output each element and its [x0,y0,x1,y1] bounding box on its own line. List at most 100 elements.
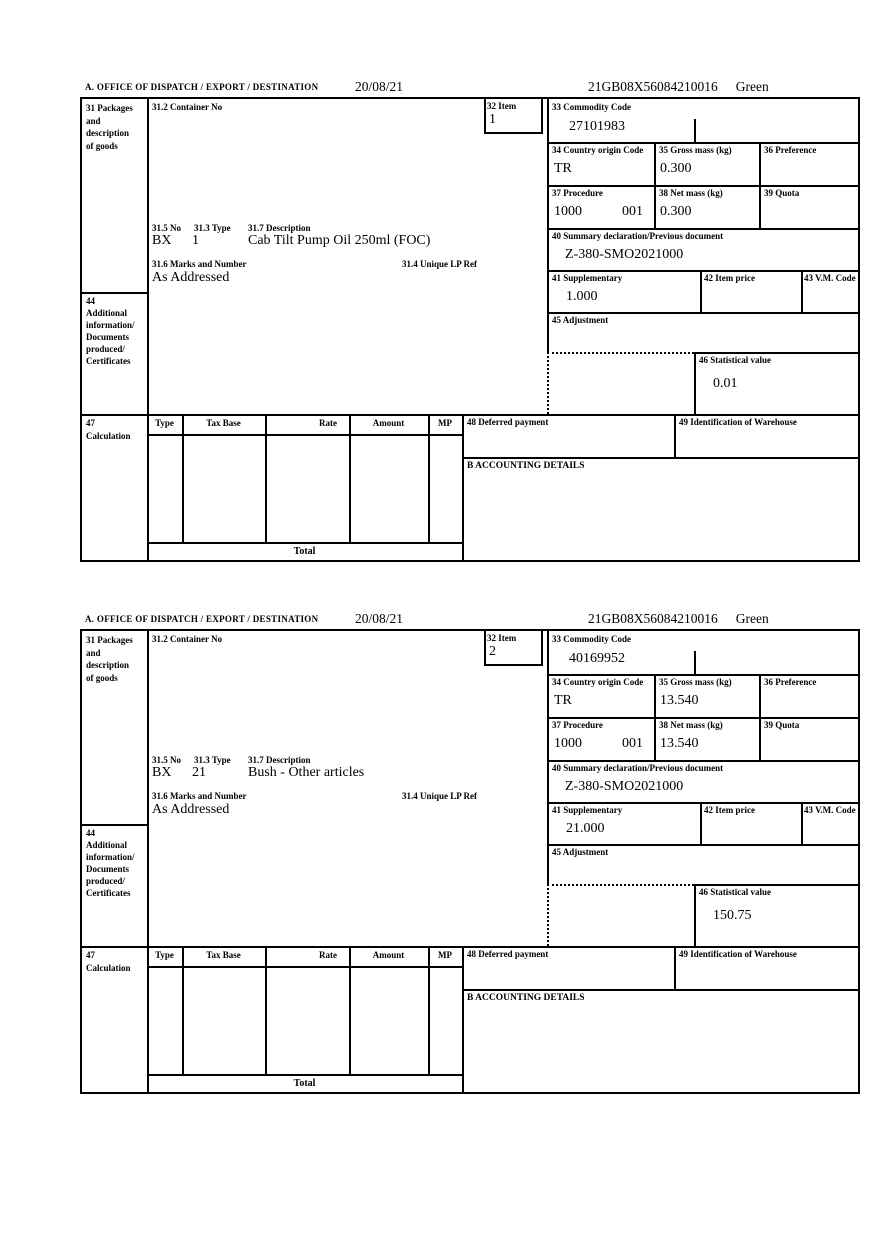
box43-vm-code-label: 43 V.M. Code [804,273,856,283]
goods-description-value: Cab Tilt Pump Oil 250ml (FOC) [248,233,431,248]
box37-procedure-label: 37 Procedure [552,720,603,730]
border-line [694,352,696,414]
box48-deferred-label: 48 Deferred payment [467,417,549,427]
marks-and-number-value: As Addressed [152,802,230,817]
declaration-reference-group: 21GB08X56084210016 Green [588,611,769,626]
border-line [674,946,676,989]
box39-quota-label: 39 Quota [764,720,800,730]
country-origin-value: TR [554,161,572,176]
declaration-date: 20/08/21 [355,79,404,94]
procedure-value: 1000 [554,736,582,751]
box31-6-marks-label: 31.6 Marks and Number [152,259,247,269]
previous-document-value: Z-380-SMO2021000 [565,779,684,794]
route-status: Green [735,611,769,626]
item-number-value: 2 [489,644,496,659]
office-of-dispatch-label: A. OFFICE OF DISPATCH / EXPORT / DESTINA… [85,82,319,92]
box38-net-mass-label: 38 Net mass (kg) [659,720,723,730]
box36-preference-label: 36 Preference [764,677,817,687]
supplementary-value: 21.000 [566,821,605,836]
statistical-value: 150.75 [713,908,752,923]
border-line [547,99,549,352]
calc-col-type: Type [155,418,174,428]
border-line [547,802,858,804]
border-line [265,414,267,542]
border-line [654,142,656,228]
form-grid: 31 Packages and description of goods 44 … [80,97,860,562]
box42-item-price-label: 42 Item price [704,805,755,815]
country-origin-value: TR [554,693,572,708]
border-line [547,228,858,230]
accounting-details-label: B ACCOUNTING DETAILS [467,993,585,1003]
commodity-code-value: 27101983 [569,119,625,134]
box35-gross-mass-label: 35 Gross mass (kg) [659,145,732,155]
border-line [82,946,858,948]
commodity-code-divider [694,651,696,674]
box44-additional-info-label: 44 Additional information/ Documents pro… [86,296,135,366]
calc-col-rate: Rate [319,418,337,428]
box40-summary-label: 40 Summary declaration/Previous document [552,231,724,241]
box41-supplementary-label: 41 Supplementary [552,805,623,815]
box34-origin-label: 34 Country origin Code [552,677,644,687]
box31-7-description-label: 31.7 Description [248,223,311,233]
box45-adjustment-label: 45 Adjustment [552,315,609,325]
border-line [182,946,184,1074]
marks-and-number-value: As Addressed [152,270,230,285]
box47-calculation-label: 47 Calculation [86,950,131,973]
box31-4-lp-ref-label: 31.4 Unique LP Ref [402,259,478,269]
box49-warehouse-label: 49 Identification of Warehouse [679,417,797,427]
border-line [147,99,149,560]
commodity-code-value: 40169952 [569,651,625,666]
border-line [462,414,464,560]
box31-3-type-label: 31.3 Type [194,755,231,765]
box31-2-container-label: 31.2 Container No [152,102,223,112]
declaration-reference-group: 21GB08X56084210016 Green [588,79,769,94]
border-line [462,457,858,459]
box31-packages-label: 31 Packages and description of goods [86,103,133,151]
dotted-line [547,884,549,946]
commodity-code-divider [694,119,696,142]
box33-commodity-label: 33 Commodity Code [552,634,631,644]
box39-quota-label: 39 Quota [764,188,800,198]
box46-statistical-label: 46 Statistical value [699,355,771,365]
box31-5-no-label: 31.5 No [152,755,181,765]
border-line [82,292,147,294]
box31-5-no-label: 31.5 No [152,223,181,233]
border-line [654,674,656,760]
supplementary-value: 1.000 [566,289,598,304]
calc-col-rate: Rate [319,950,337,960]
box31-4-lp-ref-label: 31.4 Unique LP Ref [402,791,478,801]
border-line [147,1074,462,1076]
box31-7-description-label: 31.7 Description [248,755,311,765]
goods-description-value: Bush - Other articles [248,765,365,780]
box48-deferred-label: 48 Deferred payment [467,949,549,959]
border-line [759,142,761,228]
box45-adjustment-label: 45 Adjustment [552,847,609,857]
border-line [547,717,858,719]
border-line [547,270,858,272]
box31-6-marks-label: 31.6 Marks and Number [152,791,247,801]
border-line [147,542,462,544]
packages-no-value: BX [152,233,172,248]
route-status: Green [735,79,769,94]
border-line [462,989,858,991]
border-line [700,802,702,844]
box41-supplementary-label: 41 Supplementary [552,273,623,283]
box32-item-label: 32 Item [487,101,517,111]
border-line [147,434,462,436]
border-line [801,802,803,844]
box42-item-price-label: 42 Item price [704,273,755,283]
packages-type-value: 21 [192,765,206,780]
border-line [759,674,761,760]
border-line [674,414,676,457]
statistical-value: 0.01 [713,376,738,391]
declaration-reference: 21GB08X56084210016 [588,611,718,626]
calc-col-tax-base: Tax Base [206,950,241,960]
border-line [428,946,430,1074]
border-line [694,884,696,946]
box34-origin-label: 34 Country origin Code [552,145,644,155]
box46-statistical-label: 46 Statistical value [699,887,771,897]
total-label: Total [293,546,316,557]
total-label: Total [293,1078,316,1089]
office-of-dispatch-label: A. OFFICE OF DISPATCH / EXPORT / DESTINA… [85,614,319,624]
